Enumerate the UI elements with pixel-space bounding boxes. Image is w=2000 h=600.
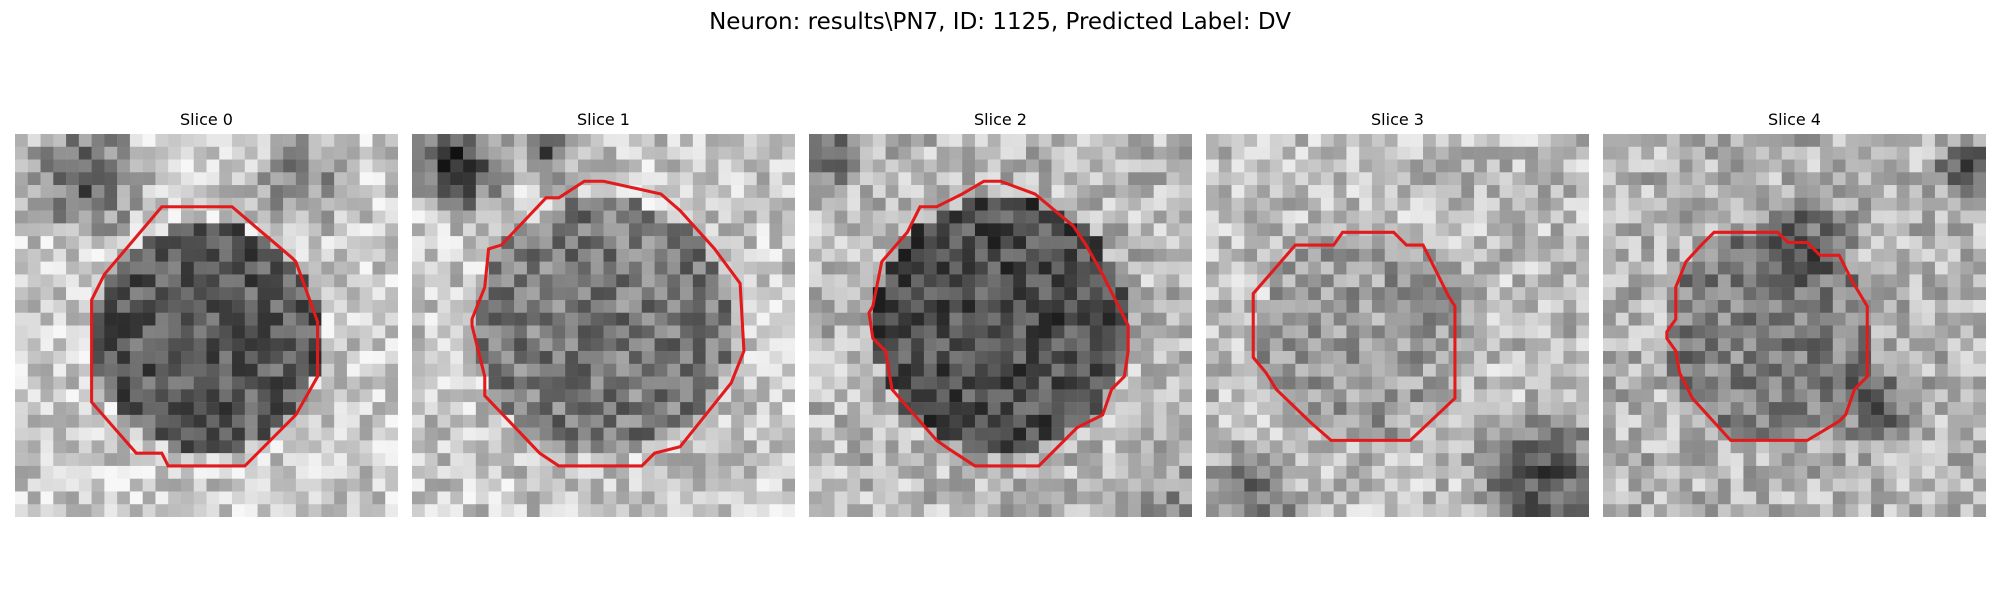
- slice-title: Slice 3: [1371, 110, 1424, 129]
- slice-1-svg: [412, 134, 795, 517]
- slice-image-0: [15, 134, 398, 517]
- slice-title: Slice 0: [180, 110, 233, 129]
- slice-2-svg: [809, 134, 1192, 517]
- slice-image-2: [809, 134, 1192, 517]
- slice-image-1: [412, 134, 795, 517]
- slice-3-svg: [1206, 134, 1589, 517]
- slice-0-svg: [15, 134, 398, 517]
- neuron-contour-4: [1665, 230, 1869, 442]
- slice-4-svg: [1603, 134, 1986, 517]
- slice-image-3: [1206, 134, 1589, 517]
- neuron-contour-1: [470, 179, 746, 468]
- slice-title: Slice 4: [1768, 110, 1821, 129]
- neuron-contour-2: [867, 179, 1130, 468]
- neuron-contour-3: [1251, 230, 1457, 442]
- slice-title: Slice 1: [577, 110, 630, 129]
- neuron-contour-0: [90, 205, 320, 468]
- slice-image-4: [1603, 134, 1986, 517]
- figure-title: Neuron: results\PN7, ID: 1125, Predicted…: [709, 9, 1291, 35]
- slice-title: Slice 2: [974, 110, 1027, 129]
